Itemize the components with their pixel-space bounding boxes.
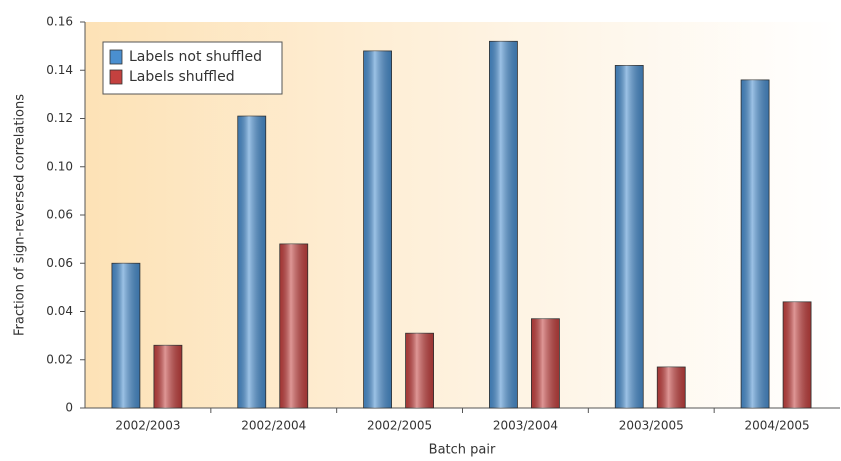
x-tick-label: 2003/2005 — [619, 419, 684, 433]
y-tick-label: 0.14 — [46, 63, 73, 77]
y-tick-label: 0.12 — [46, 111, 73, 125]
x-tick-label: 2003/2004 — [493, 419, 558, 433]
bar — [363, 50, 392, 409]
y-tick-label: 0 — [65, 401, 73, 415]
bar — [656, 366, 686, 409]
bar — [531, 318, 560, 409]
bar — [153, 344, 183, 409]
bar — [489, 40, 518, 409]
legend-label: Labels not shuffled — [129, 49, 262, 65]
bar — [405, 332, 434, 409]
legend-box — [102, 41, 283, 95]
bar — [782, 301, 812, 409]
x-tick-label: 2004/2005 — [745, 419, 810, 433]
y-tick-label: 0.04 — [46, 304, 73, 318]
y-tick-label: 0.10 — [46, 159, 73, 173]
y-tick-label: 0.16 — [46, 15, 73, 29]
y-axis-label: Fraction of sign-reversed correlations — [13, 94, 28, 336]
bar — [237, 115, 267, 409]
x-tick-label: 2002/2004 — [241, 419, 306, 433]
y-tick-label: 0.02 — [46, 352, 73, 366]
bar — [111, 262, 141, 409]
bar — [614, 65, 644, 409]
y-tick-label: 0.06 — [46, 208, 73, 222]
bar — [740, 79, 770, 409]
legend-label: Labels shuffled — [129, 69, 235, 85]
legend-swatch — [109, 69, 123, 85]
x-tick-label: 2002/2005 — [367, 419, 432, 433]
x-tick-label: 2002/2003 — [115, 419, 180, 433]
bar — [279, 243, 309, 409]
y-tick-label: 0.06 — [46, 256, 73, 270]
legend-swatch — [109, 49, 123, 65]
x-axis-label: Batch pair — [429, 443, 496, 458]
